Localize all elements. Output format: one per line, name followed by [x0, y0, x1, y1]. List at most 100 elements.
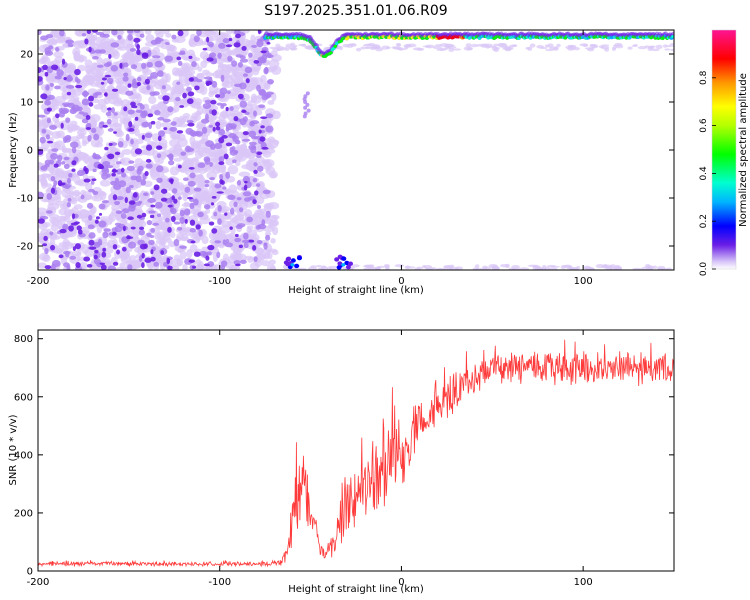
noise-speck: [38, 30, 42, 36]
noise-speck: [166, 154, 174, 158]
noise-speck: [141, 262, 145, 269]
noise-speck: [44, 163, 50, 168]
noise-speck: [258, 129, 262, 134]
noise-speck: [134, 116, 139, 121]
noise-speck: [148, 239, 155, 246]
noise-speck: [88, 214, 93, 221]
noise-speck: [158, 109, 170, 119]
noise-speck: [130, 64, 138, 70]
noise-speck: [168, 160, 175, 166]
noise-speck: [142, 68, 153, 76]
noise-speck: [104, 74, 112, 78]
noise-speck: [141, 212, 147, 218]
noise-speck: [133, 30, 141, 33]
noise-speck: [145, 158, 152, 163]
noise-speck: [140, 190, 147, 199]
noise-speck: [267, 99, 275, 105]
noise-speck: [206, 251, 212, 256]
noise-speck: [214, 183, 222, 189]
noise-speck: [248, 130, 257, 138]
noise-speck: [43, 235, 48, 242]
noise-speck: [261, 149, 270, 156]
noise-speck: [198, 229, 203, 237]
noise-speck: [114, 222, 122, 227]
noise-speck: [105, 111, 112, 117]
noise-speck: [145, 144, 153, 151]
noise-speck: [160, 250, 165, 255]
noise-speck: [48, 70, 57, 81]
noise-speck: [208, 90, 214, 98]
noise-speck: [219, 179, 224, 185]
noise-speck: [214, 240, 221, 244]
noise-speck: [233, 253, 240, 261]
noise-speck: [193, 35, 200, 43]
noise-speck: [124, 196, 128, 204]
noise-speck: [130, 226, 136, 230]
noise-speck: [134, 148, 143, 155]
noise-speck: [155, 37, 164, 42]
edge-haze: [493, 48, 500, 52]
noise-speck: [58, 208, 68, 216]
noise-speck: [215, 94, 221, 98]
noise-speck: [117, 35, 122, 40]
noise-speck: [64, 76, 74, 82]
noise-speck: [44, 265, 52, 270]
noise-speck: [257, 56, 266, 64]
noise-speck: [71, 168, 76, 172]
noise-speck: [40, 93, 48, 100]
noise-speck: [167, 226, 172, 233]
noise-speck: [84, 59, 93, 69]
edge-haze: [611, 47, 617, 51]
noise-speck: [255, 183, 261, 187]
noise-speck: [150, 227, 156, 233]
noise-speck: [253, 162, 258, 167]
noise-speck: [150, 204, 156, 208]
edge-haze: [576, 265, 581, 270]
noise-speck: [225, 44, 233, 48]
noise-speck: [91, 30, 99, 33]
noise-speck: [44, 247, 49, 255]
noise-speck: [211, 109, 217, 116]
noise-speck: [41, 221, 51, 228]
noise-speck: [228, 37, 233, 42]
noise-speck: [181, 116, 189, 121]
noise-speck: [96, 64, 104, 68]
noise-speck: [49, 141, 62, 150]
noise-speck: [189, 244, 198, 253]
edge-haze: [633, 43, 638, 47]
noise-speck: [65, 134, 72, 140]
edge-haze: [655, 44, 663, 49]
noise-speck: [251, 44, 258, 49]
noise-speck: [106, 77, 114, 84]
noise-speck: [150, 256, 156, 262]
noise-speck: [177, 123, 189, 128]
noise-speck: [103, 228, 111, 232]
noise-speck: [132, 192, 138, 198]
noise-speck: [196, 105, 204, 116]
noise-speck: [87, 134, 92, 142]
noise-speck: [206, 171, 217, 180]
y-tick-label: 600: [14, 392, 33, 403]
noise-speck: [125, 186, 131, 194]
noise-speck: [89, 246, 97, 250]
noise-speck: [173, 157, 182, 162]
noise-speck: [233, 72, 246, 80]
noise-speck: [238, 207, 244, 213]
noise-speck: [221, 220, 232, 228]
noise-speck: [118, 180, 127, 188]
noise-speck: [193, 251, 201, 257]
noise-speck: [155, 120, 162, 130]
edge-haze: [669, 43, 674, 47]
edge-haze: [566, 266, 574, 270]
noise-speck: [213, 30, 220, 37]
noise-speck: [184, 218, 188, 224]
noise-speck: [76, 209, 89, 219]
noise-speck: [167, 204, 173, 208]
edge-haze: [301, 43, 307, 47]
noise-speck: [150, 191, 155, 195]
noise-speck: [114, 177, 120, 185]
noise-speck: [72, 87, 82, 97]
noise-speck: [224, 242, 234, 248]
noise-speck: [178, 196, 182, 200]
noise-speck: [176, 56, 182, 61]
